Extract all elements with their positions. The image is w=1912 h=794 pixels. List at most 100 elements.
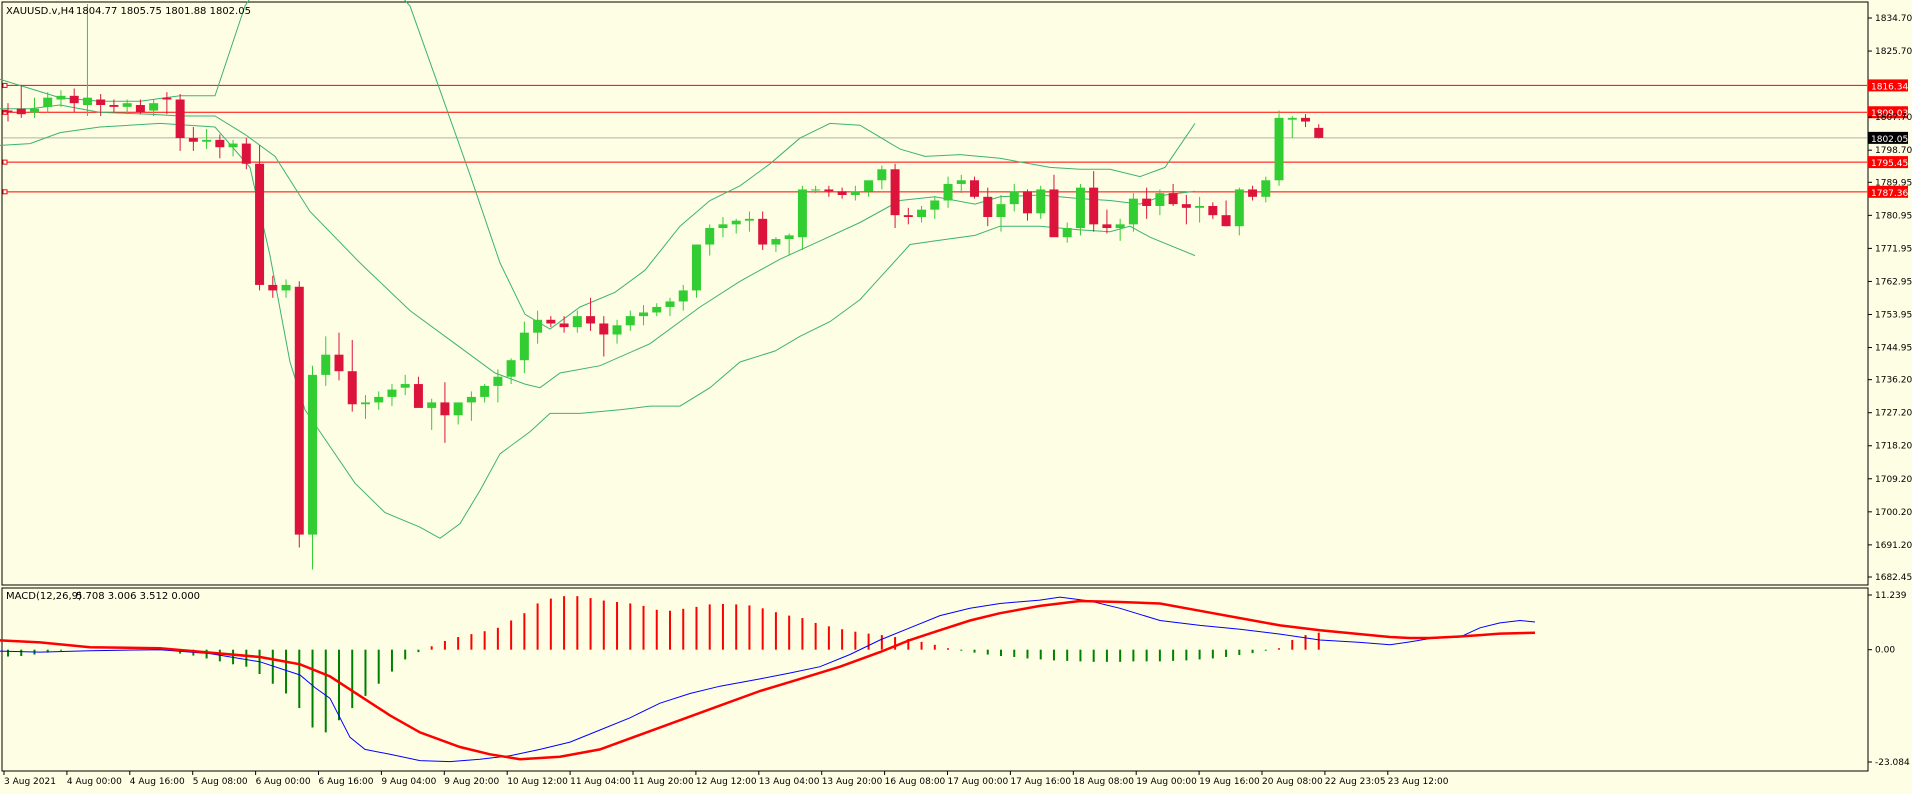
price-pane-frame <box>1 1 1869 586</box>
candle-bull <box>1115 224 1125 229</box>
price-tick-label: 1834.70 <box>1875 14 1912 24</box>
candle-bull <box>572 316 582 328</box>
candle-bull <box>639 312 649 317</box>
time-tick-label: 17 Aug 16:00 <box>1010 777 1071 787</box>
candle-bull <box>122 103 132 107</box>
time-tick-label: 11 Aug 20:00 <box>633 777 694 787</box>
candle-bull <box>1287 117 1297 120</box>
candle-bull <box>1195 205 1205 208</box>
level-price-box <box>1868 156 1908 169</box>
candle-bear <box>559 323 569 328</box>
candle-bear <box>903 215 913 218</box>
candle-bull <box>996 204 1006 218</box>
candle-bull <box>43 97 53 107</box>
price-tick-label: 1709.20 <box>1875 475 1912 485</box>
candle-bear <box>268 284 278 291</box>
candle-bear <box>890 169 900 216</box>
level-anchor <box>2 189 8 195</box>
candle-bull <box>533 319 543 333</box>
candle-bull <box>864 180 874 192</box>
time-tick-label: 19 Aug 00:00 <box>1136 777 1197 787</box>
candle-bull <box>956 180 966 184</box>
candle-bull <box>466 396 476 403</box>
candle-bear <box>69 95 79 104</box>
time-tick-label: 13 Aug 04:00 <box>759 777 820 787</box>
time-tick-label: 6 Aug 00:00 <box>256 777 311 787</box>
candle-bear <box>440 402 450 416</box>
candle-bear <box>135 105 145 113</box>
candle-bear <box>1301 117 1311 122</box>
time-tick-label: 13 Aug 20:00 <box>822 777 883 787</box>
time-tick-label: 16 Aug 08:00 <box>885 777 946 787</box>
time-tick-label: 20 Aug 08:00 <box>1262 777 1323 787</box>
macd-name-label: MACD(12,26,9) <box>6 591 82 602</box>
bb-upper-line <box>0 0 1196 330</box>
macd-pane-frame <box>1 587 1869 772</box>
bb-lower-line <box>0 122 1196 539</box>
price-tick-label: 1762.95 <box>1875 277 1912 287</box>
candle-bull <box>784 235 794 240</box>
candle-bull <box>308 374 318 535</box>
candle-bear <box>255 163 265 285</box>
time-tick-label: 5 Aug 08:00 <box>193 777 248 787</box>
candle-bull <box>56 95 66 100</box>
current-price-box <box>1868 131 1908 144</box>
candle-bear <box>1248 189 1258 197</box>
candle-bear <box>188 138 198 142</box>
symbol-label: XAUUSD.v,H4 <box>6 6 75 17</box>
time-tick-label: 18 Aug 08:00 <box>1073 777 1134 787</box>
price-tick-label: 1691.20 <box>1875 541 1912 551</box>
candle-bull <box>652 306 662 313</box>
candle-bear <box>1221 215 1231 227</box>
candle-bear <box>599 323 609 335</box>
candle-bull <box>427 402 437 408</box>
candle-bull <box>850 191 860 195</box>
candle-bull <box>519 332 529 361</box>
candle-bull <box>506 360 516 377</box>
candle-bear <box>1049 189 1059 238</box>
candle-bear <box>1314 127 1324 138</box>
candle-bear <box>586 316 596 324</box>
candle-bear <box>1102 224 1112 229</box>
time-tick-label: 9 Aug 04:00 <box>381 777 436 787</box>
candle-bear <box>1208 205 1218 216</box>
time-tick-label: 23 Aug 12:00 <box>1388 777 1449 787</box>
candle-bull <box>877 169 887 181</box>
price-tick-label: 1798.70 <box>1875 146 1912 156</box>
macd-axis-label: -23.084 <box>1875 758 1910 768</box>
price-axis: 1834.70 1825.70 1807.70 1798.70 1789.95 1780.… <box>1868 14 1912 583</box>
candle-bull <box>228 143 238 148</box>
price-tick-label: 1807.70 <box>1875 113 1912 123</box>
candle-bull <box>1261 180 1271 197</box>
macd-indicator: 11.239 0.00 -23.084 <box>0 591 1910 768</box>
candle-bear <box>824 189 834 192</box>
price-tick-label: 1700.20 <box>1875 508 1912 518</box>
level-price-box <box>1868 185 1908 198</box>
time-tick-label: 19 Aug 16:00 <box>1199 777 1260 787</box>
price-tick-label: 1789.95 <box>1875 178 1912 188</box>
candle-bull <box>943 183 953 201</box>
candle-bull <box>202 139 212 142</box>
bollinger-bands <box>0 0 1196 539</box>
level-price-label: 1809.03 <box>1871 109 1908 119</box>
current-price-label: 1802.05 <box>1871 135 1908 145</box>
price-tick-label: 1825.70 <box>1875 47 1912 57</box>
time-tick-label: 10 Aug 12:00 <box>507 777 568 787</box>
candle-bear <box>970 180 980 197</box>
price-tick-label: 1744.95 <box>1875 344 1912 354</box>
candle-bull <box>1062 228 1072 238</box>
time-tick-label: 9 Aug 20:00 <box>444 777 499 787</box>
candle-bull <box>82 97 92 106</box>
candle-bear <box>1089 187 1099 225</box>
price-tick-label: 1780.95 <box>1875 211 1912 221</box>
candle-bear <box>837 191 847 195</box>
time-tick-label: 4 Aug 00:00 <box>67 777 122 787</box>
candle-bull <box>480 385 490 397</box>
candle-bear <box>16 108 26 115</box>
candle-bull <box>1036 189 1046 214</box>
macd-signal-line <box>0 599 1536 761</box>
candle-bear <box>1142 198 1152 206</box>
level-price-label: 1795.45 <box>1871 159 1908 169</box>
